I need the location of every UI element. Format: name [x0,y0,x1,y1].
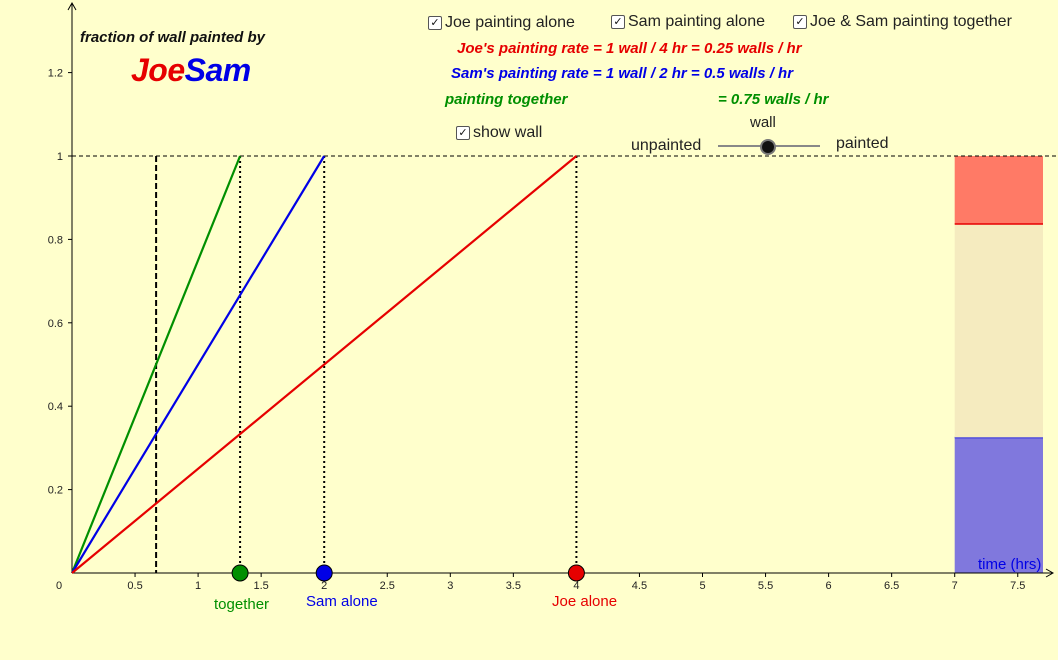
together-rate-label: painting together [445,91,568,108]
y-tick-label: 0.8 [48,234,63,246]
toggle-sam-alone-label: Sam painting alone [628,13,765,30]
x-tick-label: 2 [321,580,327,592]
wall-slider-knob[interactable] [760,139,776,155]
toggle-show-wall-label: show wall [473,124,543,141]
checkbox-checked-icon[interactable]: ✓ [428,16,442,30]
toggle-together[interactable]: ✓ Joe & Sam painting together [793,13,1012,31]
brand-sam: Sam [184,52,252,88]
wall-band-1 [954,223,1043,438]
point-label-together: together [214,596,270,613]
series-line-joe [71,155,578,574]
x-tick-label: 4.5 [632,580,647,592]
toggle-joe-alone-label: Joe painting alone [445,14,575,31]
y-tick-label: 1 [57,151,63,163]
checkbox-checked-icon[interactable]: ✓ [456,126,470,140]
x-tick-label: 4 [573,580,579,592]
y-axis-arrow [67,1,77,11]
x-tick-label: 5 [699,580,705,592]
series-line-sam [71,155,326,574]
x-tick-label: 1.5 [254,580,269,592]
toggle-sam-alone[interactable]: ✓ Sam painting alone [611,13,765,31]
toggle-joe-alone[interactable]: ✓ Joe painting alone [428,14,575,32]
x-tick-label: 0 [56,580,62,592]
point-label-sam: Sam alone [306,593,378,610]
joe-rate-text: Joe's painting rate = 1 wall / 4 hr = 0.… [457,40,802,57]
x-tick-label: 6.5 [884,580,899,592]
point-sam [315,564,333,582]
wall-band-0 [954,437,1043,573]
y-tick-label: 0.6 [48,318,63,330]
brand-names: JoeSam [131,52,251,89]
series-line-together [70,155,242,574]
x-tick-label: 0.5 [127,580,142,592]
together-rate-value: = 0.75 walls / hr [718,91,829,108]
brand-joe: Joe [131,52,185,88]
y-tick-label: 1.2 [48,68,63,80]
point-label-joe: Joe alone [552,593,618,610]
checkbox-checked-icon[interactable]: ✓ [611,15,625,29]
chart-heading: fraction of wall painted by [80,29,266,46]
x-tick-label: 7.5 [1010,580,1025,592]
x-tick-label: 6 [826,580,832,592]
x-tick-label: 2.5 [380,580,395,592]
toggle-together-label: Joe & Sam painting together [810,13,1012,30]
wall-slider-max-label: painted [836,135,889,152]
x-tick-label: 1 [195,580,201,592]
checkbox-checked-icon[interactable]: ✓ [793,15,807,29]
x-tick-label: 3.5 [506,580,521,592]
x-axis-arrow [1045,568,1055,578]
wall-slider-min-label: unpainted [631,137,702,154]
y-tick-label: 0.4 [48,401,63,413]
wall-band-2 [954,156,1043,224]
x-tick-label: 3 [447,580,453,592]
point-joe [567,564,585,582]
wall-slider-title: wall [750,114,776,131]
point-together [231,564,249,582]
y-tick-label: 0.2 [48,485,63,497]
x-tick-label: 5.5 [758,580,773,592]
x-axis-label: time (hrs) [978,556,1041,573]
x-tick-label: 7 [952,580,958,592]
toggle-show-wall[interactable]: ✓ show wall [456,124,542,142]
sam-rate-text: Sam's painting rate = 1 wall / 2 hr = 0.… [451,65,794,82]
